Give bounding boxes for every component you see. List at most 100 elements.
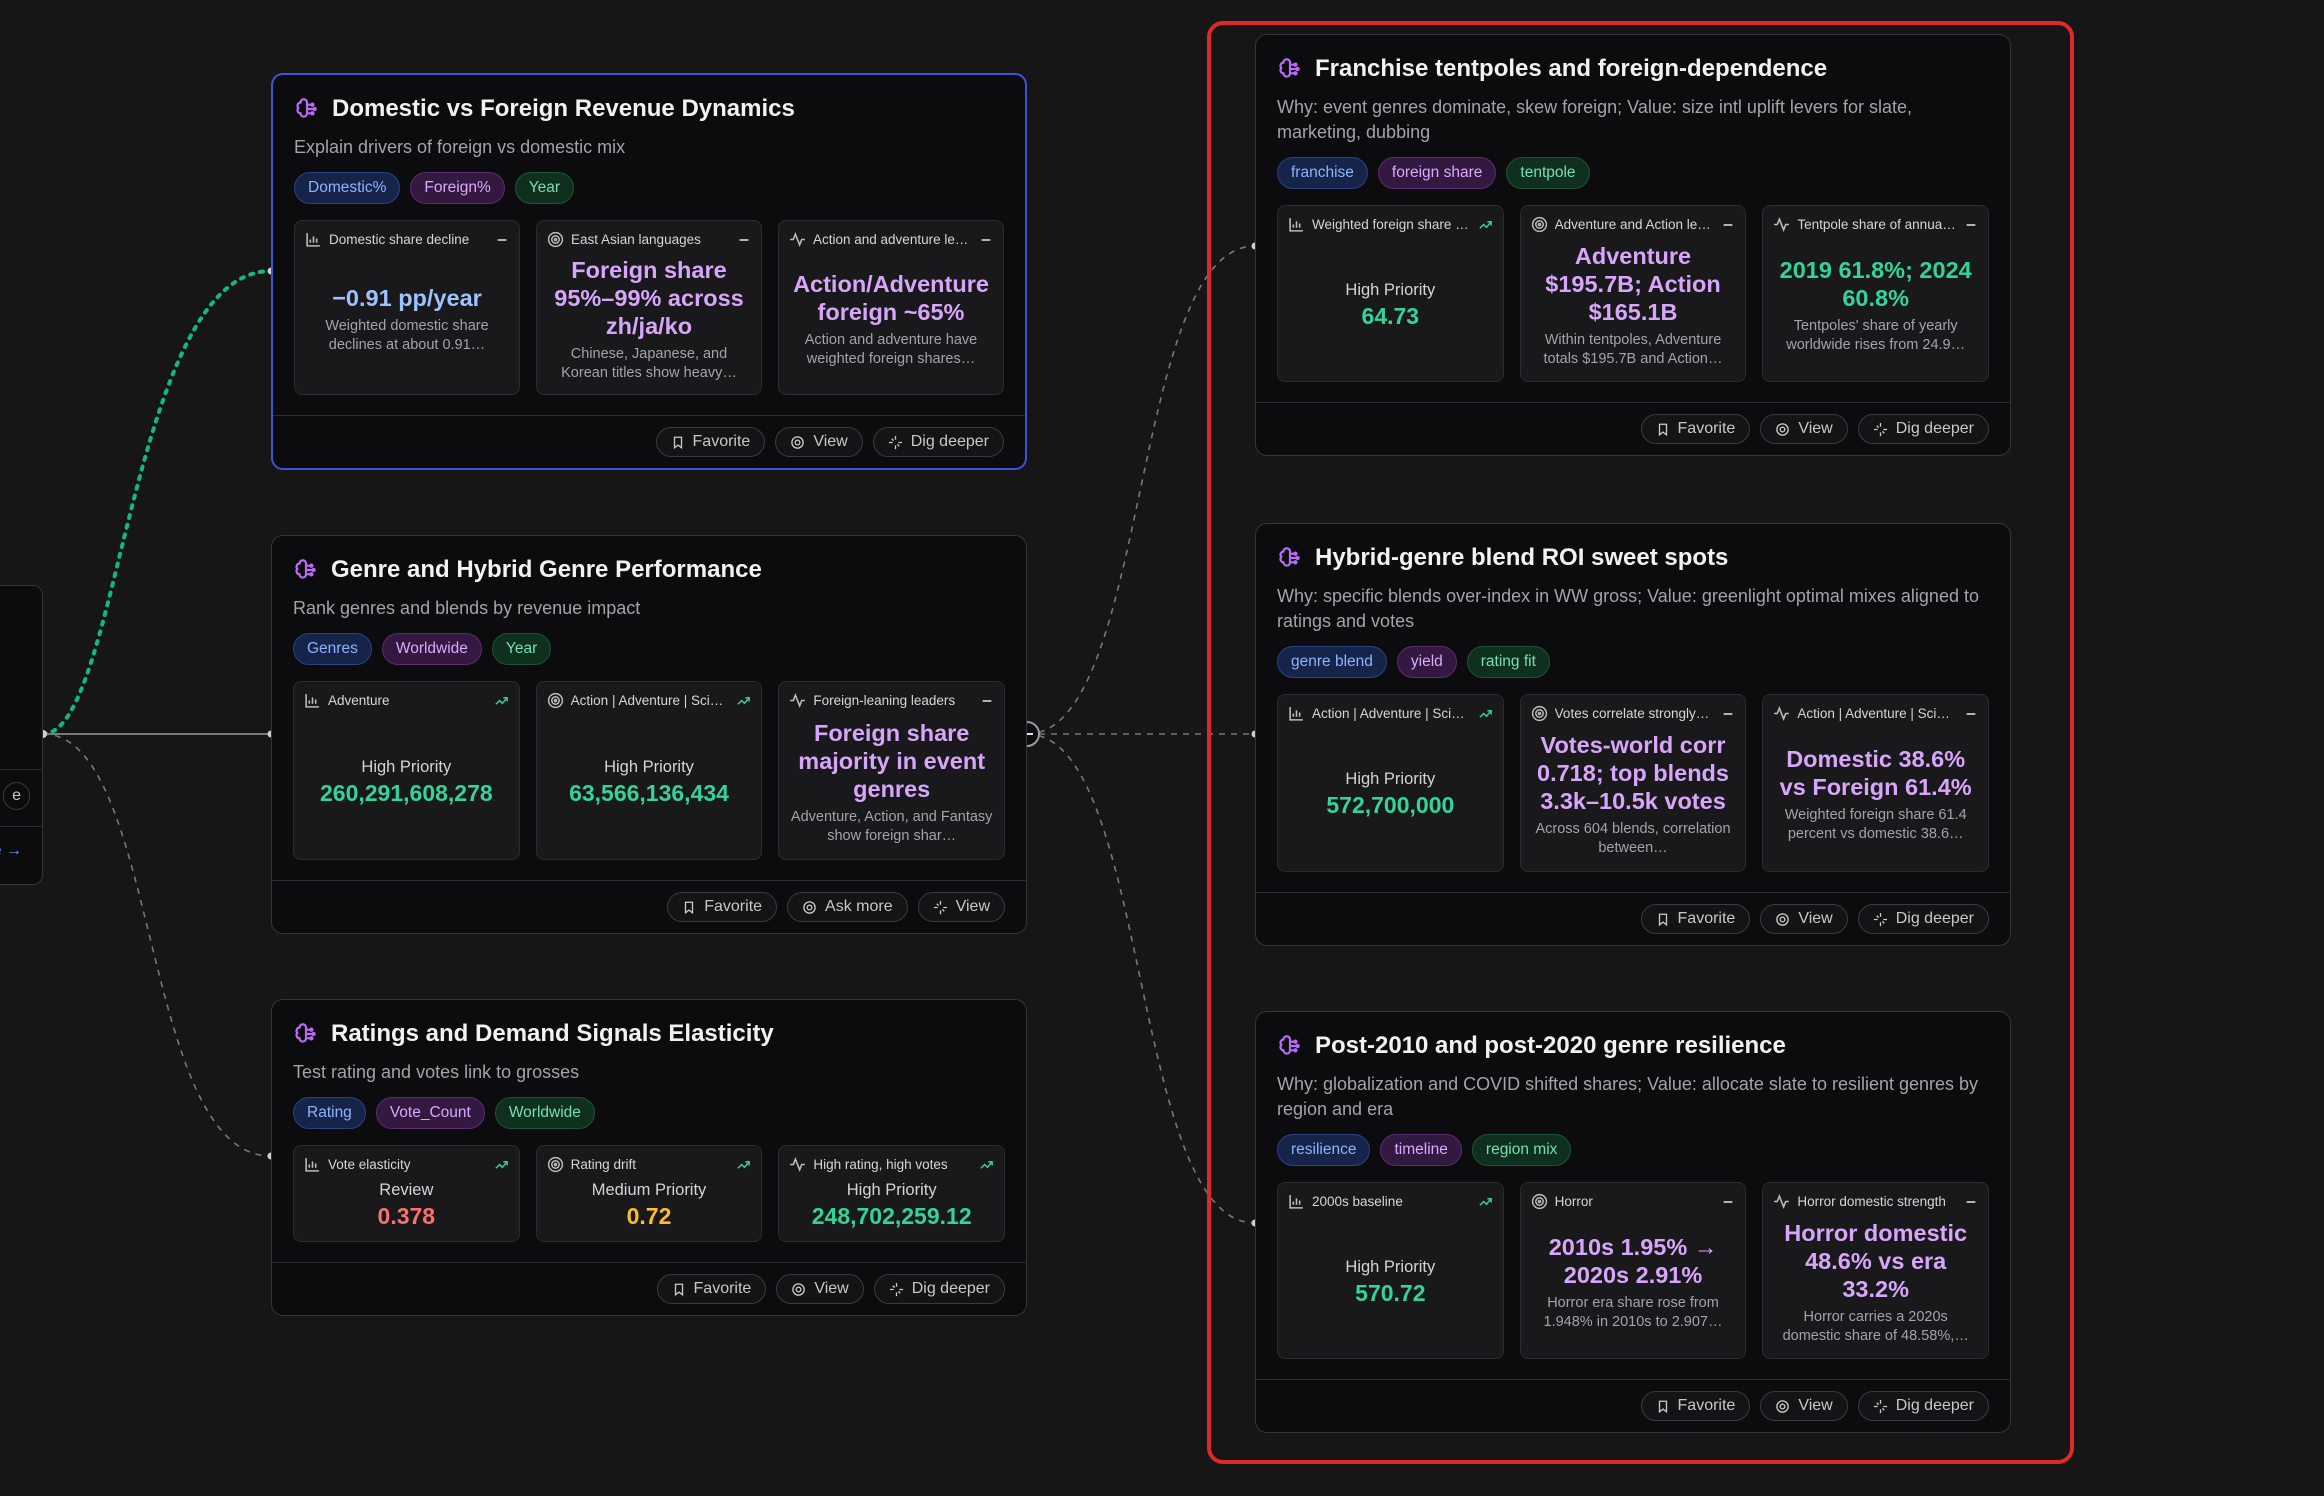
button-label: Dig deeper: [1895, 1397, 1974, 1414]
metric-header: Weighted foreign share …: [1288, 216, 1493, 233]
button-icon: [802, 900, 817, 915]
metric-content: −0.91 pp/year Weighted domestic share dec…: [305, 248, 509, 384]
tag: Year: [514, 172, 575, 204]
card-title: Genre and Hybrid Genre Performance: [331, 556, 762, 583]
metric-headline: Foreign share 95%–99% across zh/ja/ko: [554, 256, 744, 339]
partial-link[interactable]: e →: [0, 842, 22, 859]
metric-card[interactable]: 2000s baseline High Priority 570.72: [1277, 1182, 1504, 1359]
insight-card[interactable]: Franchise tentpoles and foreign-dependen…: [1255, 34, 2011, 456]
tag: Rating: [293, 1097, 366, 1129]
metric-header: Vote elasticity: [304, 1156, 509, 1173]
metric-value: 570.72: [1355, 1279, 1426, 1306]
button-label: Favorite: [1677, 1397, 1736, 1414]
metric-header: Adventure and Action le…: [1531, 216, 1736, 233]
metric-content: Review 0.378: [304, 1173, 509, 1231]
metric-card[interactable]: East Asian languages Foreign share 95%–99…: [536, 220, 762, 395]
metric-icon: [304, 1156, 321, 1173]
metric-icon: [1773, 1193, 1790, 1210]
insight-card[interactable]: Genre and Hybrid Genre Performance Rank g…: [271, 535, 1027, 934]
metric-description: Weighted foreign share 61.4 percent vs d…: [1784, 807, 1967, 842]
metric-card[interactable]: Action | Adventure | Sci… Domestic 38.6% …: [1762, 694, 1990, 872]
metric-description: Action and adventure have weighted forei…: [804, 331, 978, 367]
metric-content: High Priority 248,702,259.12: [789, 1173, 994, 1231]
metric-content: Foreign share 95%–99% across zh/ja/ko Chi…: [547, 248, 751, 384]
action-button[interactable]: Dig deeper: [872, 427, 1004, 457]
metric-indicator: [1478, 217, 1493, 232]
action-button[interactable]: View: [917, 892, 1005, 922]
metric-card[interactable]: Action | Adventure | Sci… High Priority 57…: [1277, 694, 1504, 872]
action-button[interactable]: View: [1760, 904, 1848, 934]
edge: [41, 269, 273, 736]
button-label: Favorite: [692, 433, 751, 450]
metric-description: Horror carries a 2020s domestic share of…: [1782, 1308, 1969, 1344]
action-button[interactable]: Favorite: [656, 1274, 767, 1304]
metric-card[interactable]: Tentpole share of annua… 2019 61.8%; 2024…: [1762, 205, 1990, 382]
card-icon: [1277, 56, 1303, 82]
metric-card[interactable]: Foreign-leaning leaders Foreign share maj…: [778, 681, 1006, 860]
metric-card[interactable]: Votes correlate strongly… Votes-world cor…: [1519, 694, 1747, 872]
metric-header: 2000s baseline: [1288, 1193, 1493, 1210]
metric-card[interactable]: High rating, high votes High Priority 248,…: [778, 1145, 1006, 1242]
metric-headline: Action/Adventure foreign ~65%: [793, 270, 989, 325]
metric-indicator: [494, 693, 509, 708]
metric-card[interactable]: Rating drift Medium Priority 0.72: [535, 1145, 763, 1242]
divider: [0, 769, 42, 770]
button-icon: [671, 435, 685, 450]
action-button[interactable]: View: [1760, 1391, 1848, 1421]
tag: Genres: [293, 633, 372, 665]
metric-headline: Foreign share majority in event genres: [798, 719, 986, 802]
action-button[interactable]: View: [1760, 414, 1848, 444]
card-title: Ratings and Demand Signals Elasticity: [331, 1020, 774, 1047]
metric-indicator: [1721, 707, 1735, 721]
metric-label: Action | Adventure | Sci…: [1312, 706, 1465, 721]
action-button[interactable]: Favorite: [1640, 904, 1751, 934]
metric-card[interactable]: Adventure and Action le… Adventure $195.7…: [1519, 205, 1747, 382]
insight-card[interactable]: Hybrid-genre blend ROI sweet spots Why: s…: [1255, 523, 2011, 946]
action-button[interactable]: Favorite: [667, 892, 778, 922]
metric-description: Chinese, Japanese, and Korean titles sho…: [561, 345, 737, 381]
metric-description: Adventure, Action, and Fantasy show fore…: [790, 808, 993, 844]
action-button[interactable]: Dig deeper: [1857, 414, 1989, 444]
insight-card[interactable]: Domestic vs Foreign Revenue Dynamics Expl…: [271, 73, 1027, 470]
metric-card[interactable]: Action and adventure le… Action/Adventure…: [778, 220, 1004, 395]
action-button[interactable]: Dig deeper: [873, 1274, 1005, 1304]
metric-content: High Priority 64.73: [1288, 233, 1493, 371]
metric-card[interactable]: Horror domestic strength Horror domestic …: [1762, 1182, 1990, 1359]
card-icon: [293, 1021, 319, 1047]
metric-label: Horror: [1554, 1194, 1593, 1209]
action-button[interactable]: Favorite: [1640, 414, 1751, 444]
tag: region mix: [1471, 1134, 1572, 1166]
action-button[interactable]: Ask more: [787, 892, 908, 922]
card-title-row: Post-2010 and post-2020 genre resilience: [1277, 1032, 1989, 1060]
tag-row: Domestic% Foreign% Year: [294, 172, 1004, 204]
metric-headline: Votes-world corr 0.718; top blends 3.3k–…: [1537, 732, 1729, 814]
metric-content: Horror domestic 48.6% vs era 33.2% Horror…: [1773, 1210, 1978, 1348]
edge: [1026, 733, 1256, 1224]
card-subtitle: Why: event genres dominate, skew foreign…: [1277, 97, 1912, 142]
insight-card[interactable]: Post-2010 and post-2020 genre resilience…: [1255, 1011, 2011, 1433]
metric-card[interactable]: Vote elasticity Review 0.378: [293, 1145, 520, 1242]
action-button[interactable]: View: [775, 427, 863, 457]
button-icon: [1656, 912, 1670, 927]
metric-label: Foreign-leaning leaders: [813, 693, 956, 708]
tag: timeline: [1380, 1134, 1462, 1166]
metric-content: Adventure $195.7B; Action $165.1B Within …: [1531, 233, 1736, 371]
metric-card[interactable]: Weighted foreign share … High Priority 64.…: [1277, 205, 1504, 382]
insight-card[interactable]: Ratings and Demand Signals Elasticity Tes…: [271, 999, 1027, 1316]
action-button[interactable]: View: [776, 1274, 864, 1304]
metric-card[interactable]: Adventure High Priority 260,291,608,278: [293, 681, 520, 860]
metric-content: Action/Adventure foreign ~65% Action and …: [789, 248, 993, 384]
button-label: Favorite: [704, 898, 763, 915]
tag: foreign share: [1377, 157, 1497, 189]
action-button[interactable]: Favorite: [1640, 1391, 1751, 1421]
metric-card[interactable]: Domestic share decline −0.91 pp/year Weigh…: [294, 220, 520, 395]
action-button[interactable]: Dig deeper: [1857, 1391, 1989, 1421]
metric-icon: [1288, 705, 1305, 722]
partial-button[interactable]: e: [3, 782, 30, 810]
action-button[interactable]: Favorite: [655, 427, 766, 457]
metric-headline: 2019 61.8%; 2024 60.8%: [1779, 256, 1972, 311]
action-button[interactable]: Dig deeper: [1857, 904, 1989, 934]
metric-content: High Priority 63,566,136,434: [547, 709, 752, 849]
metric-card[interactable]: Horror 2010s 1.95% → 2020s 2.91% Horror er…: [1519, 1182, 1747, 1359]
metric-card[interactable]: Action | Adventure | Sci… High Priority 63…: [535, 681, 763, 860]
